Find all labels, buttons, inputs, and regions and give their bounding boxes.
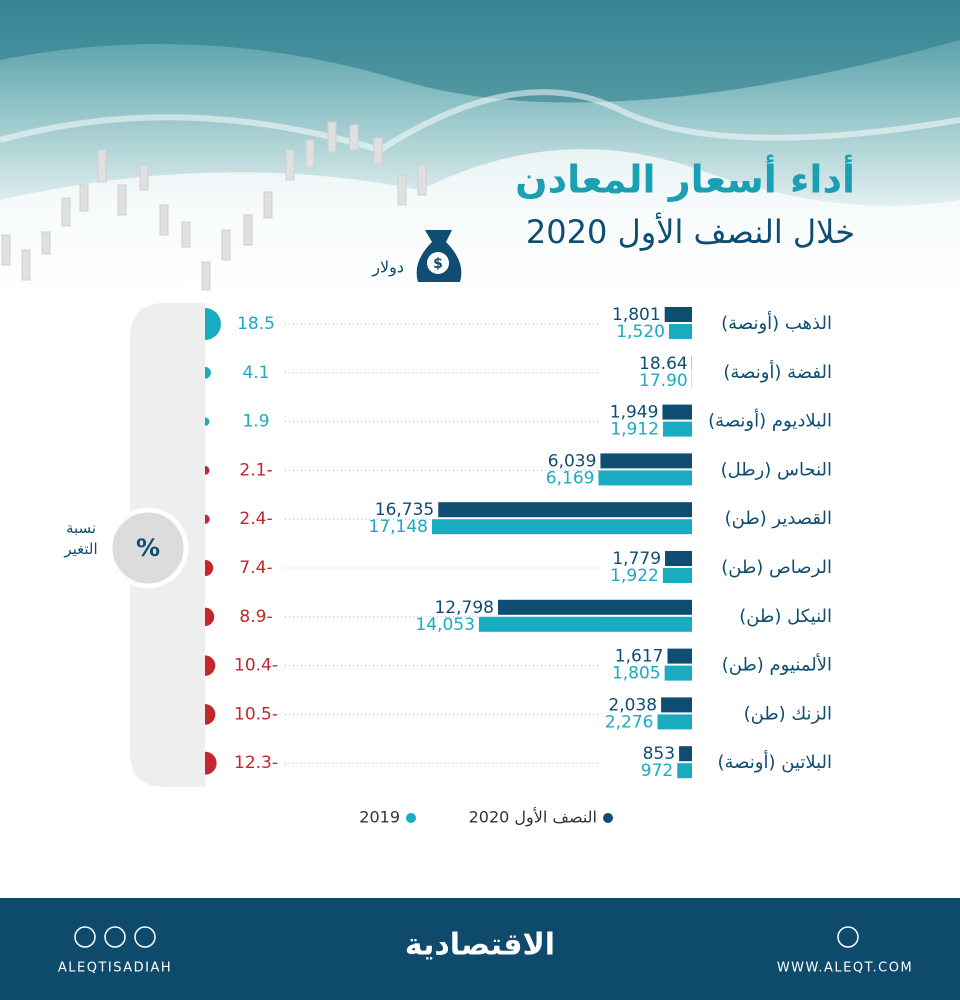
bar <box>438 502 692 518</box>
change-label: 18.5 <box>237 314 275 334</box>
value-label: 972 <box>641 761 673 781</box>
change-label: نسبة التغير <box>64 519 98 558</box>
footer-logo: الاقتصادية <box>405 928 555 963</box>
value-label: 6,039 <box>548 451 597 471</box>
bar <box>679 746 692 762</box>
value-label: 16,735 <box>375 500 434 520</box>
change-marker <box>205 655 216 676</box>
category-label: النيكل (طن) <box>739 606 832 627</box>
bar <box>600 453 692 469</box>
value-label: 14,053 <box>415 615 474 635</box>
category-label: الألمنيوم (طن) <box>722 654 832 676</box>
category-label: الزنك (طن) <box>744 703 832 724</box>
change-marker <box>205 607 215 627</box>
legend-marker <box>406 813 416 823</box>
value-label: 18.64 <box>639 354 688 374</box>
legend-label: 2019 <box>359 808 400 827</box>
change-label: 7.4- <box>239 558 272 578</box>
change-marker <box>205 417 210 426</box>
value-label: 1,801 <box>612 305 661 325</box>
change-label: 4.1 <box>242 363 269 383</box>
percent-badge <box>107 507 189 589</box>
subtitle: خلال النصف الأول 2020 <box>526 212 855 251</box>
bar <box>667 648 692 664</box>
value-label: 1,805 <box>612 664 661 684</box>
candles <box>1 121 427 291</box>
legend-marker <box>603 813 613 823</box>
bar <box>664 307 692 322</box>
value-label: 1,949 <box>610 403 659 423</box>
bar <box>497 599 692 615</box>
bar <box>665 551 692 566</box>
category-label: النحاس (رطل) <box>721 459 832 480</box>
bar <box>598 470 692 486</box>
marble-vein <box>0 89 960 154</box>
change-marker <box>205 559 214 577</box>
value-label: 1,520 <box>616 322 665 342</box>
change-marker <box>205 704 216 725</box>
category-label: الرصاص (طن) <box>721 557 832 578</box>
value-label: 1,779 <box>612 549 661 569</box>
change-label: 2.1- <box>239 460 272 480</box>
value-label: 12,798 <box>434 598 493 618</box>
legend-label: النصف الأول 2020 <box>469 807 597 828</box>
change-marker <box>205 514 210 524</box>
legend: النصف الأول 2020 2019 <box>359 807 613 828</box>
category-label: الفضة (أونصة) <box>723 360 832 383</box>
marble-fade <box>0 149 960 300</box>
value-label: 2,276 <box>605 712 654 732</box>
value-label: 1,617 <box>615 647 664 667</box>
category-label: البلاديوم (أونصة) <box>708 409 832 432</box>
social-icons <box>74 926 859 948</box>
footer-website: WWW.ALEQT.COM <box>777 961 913 976</box>
bar <box>662 404 692 420</box>
title: أداء أسعار المعادن <box>515 155 855 202</box>
bar <box>657 714 692 730</box>
bar <box>478 616 692 632</box>
change-label: 10.5- <box>234 704 278 724</box>
value-label: 6,169 <box>546 468 595 488</box>
money-bag-icon: $ <box>416 230 462 282</box>
footer-band <box>0 898 960 1000</box>
bar <box>677 763 692 779</box>
change-marker <box>205 366 211 379</box>
category-label: القصدير (طن) <box>725 508 832 529</box>
change-marker <box>205 308 221 340</box>
change-label-box: نسبة التغير <box>64 519 98 558</box>
bar <box>432 519 692 535</box>
change-label: 10.4- <box>234 656 278 676</box>
category-label: البلاتين (أونصة) <box>717 750 832 773</box>
value-label: 853 <box>643 744 675 764</box>
value-label: 1,922 <box>610 566 659 586</box>
value-label: 17.90 <box>639 371 688 391</box>
change-label: 2.4- <box>239 509 272 529</box>
bar <box>664 665 692 681</box>
change-label: 12.3- <box>234 753 278 773</box>
unit-label: دولار <box>371 258 404 278</box>
change-label: 1.9 <box>242 412 269 432</box>
svg-text:$: $ <box>433 256 443 272</box>
change-marker <box>205 751 217 775</box>
footer-handle: ALEQTISADIAH <box>58 961 172 976</box>
bar <box>661 697 692 713</box>
change-marker <box>205 465 210 475</box>
bar <box>668 324 692 339</box>
bar <box>662 568 692 583</box>
marble <box>0 0 960 103</box>
value-label: 2,038 <box>608 695 657 715</box>
change-label: 8.9- <box>239 607 272 627</box>
value-label: 17,148 <box>369 517 428 537</box>
category-label: الذهب (أونصة) <box>721 311 832 334</box>
percent-symbol: % <box>136 534 160 562</box>
value-label: 1,912 <box>610 420 659 440</box>
bar <box>663 421 692 437</box>
